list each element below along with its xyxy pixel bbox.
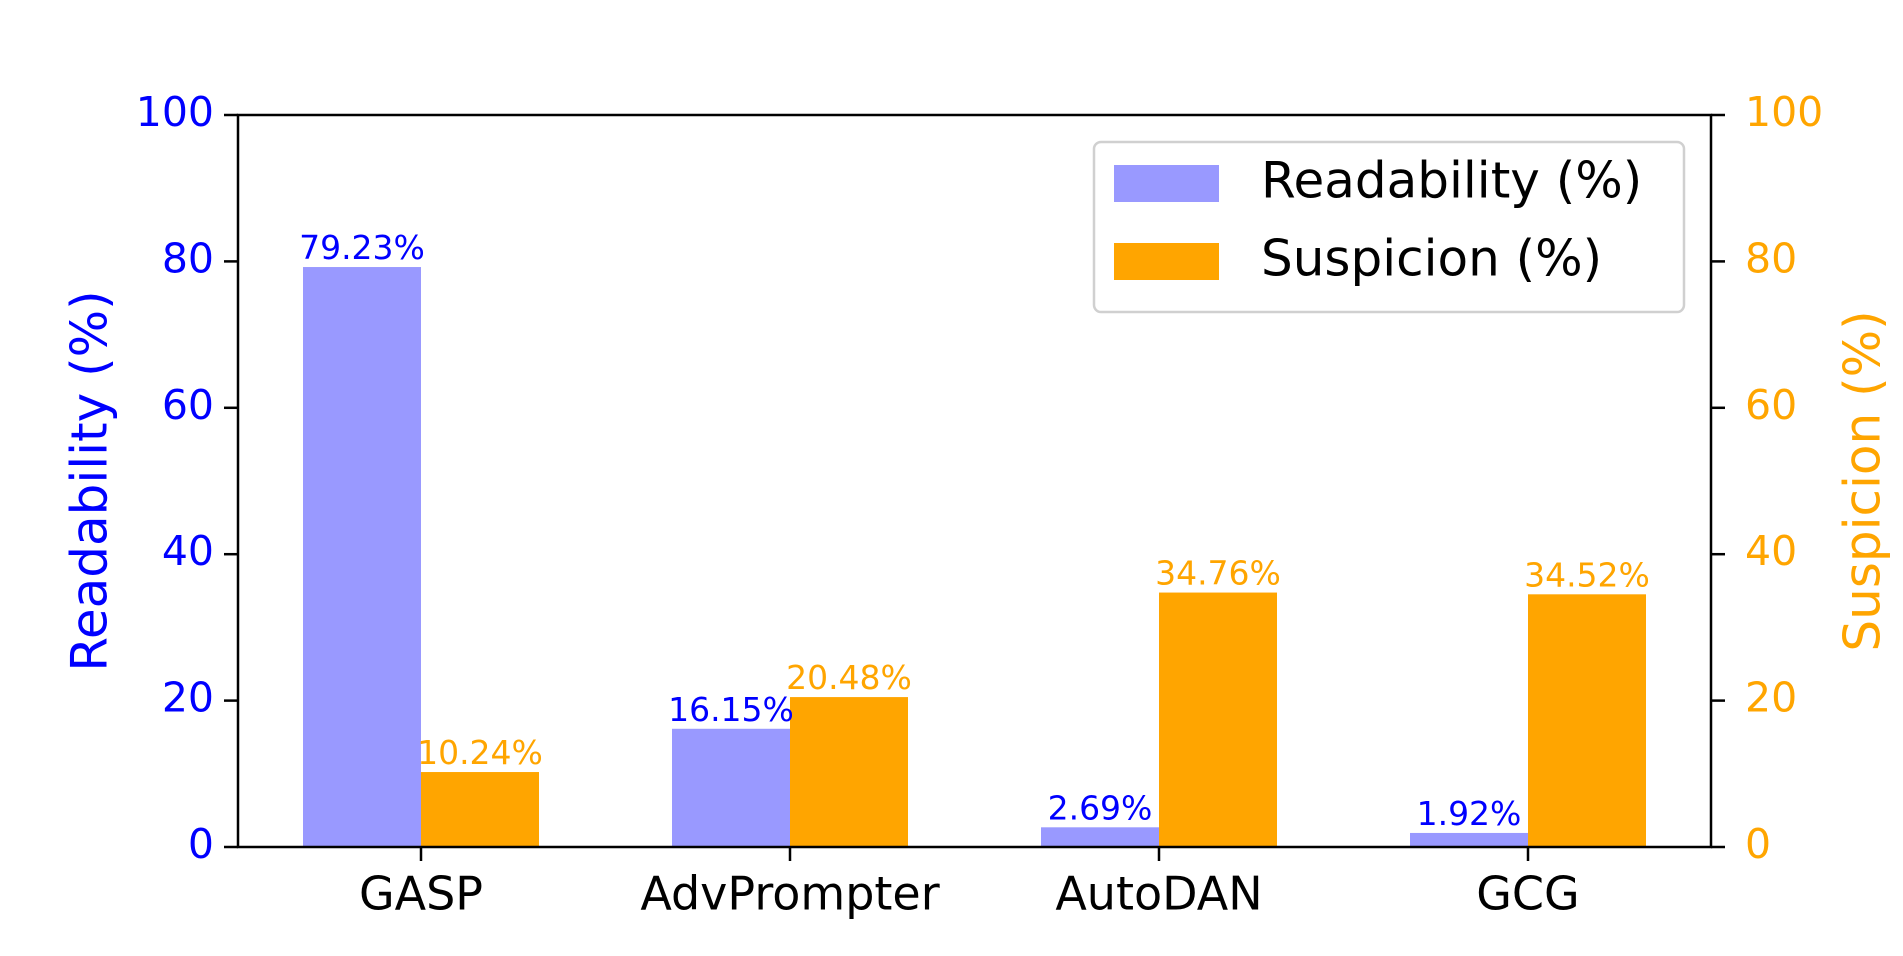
legend-swatch-suspicion xyxy=(1114,243,1219,280)
value-label-suspicion-autodan: 34.76% xyxy=(1155,554,1281,593)
left-axis-label: Readability (%) xyxy=(61,290,119,671)
right-tick-label: 0 xyxy=(1745,820,1771,868)
legend-label-suspicion: Suspicion (%) xyxy=(1261,230,1602,288)
bars-layer xyxy=(303,267,1646,848)
left-tick-label: 20 xyxy=(162,674,214,722)
left-tick-label: 40 xyxy=(162,527,214,575)
legend-label-readability: Readability (%) xyxy=(1261,152,1642,210)
x-tick-label-autodan: AutoDAN xyxy=(1055,867,1262,921)
right-tick-label: 60 xyxy=(1745,381,1797,429)
bar-readability-gasp xyxy=(303,267,421,848)
legend: Readability (%) Suspicion (%) xyxy=(1092,140,1686,314)
bar-readability-gcg xyxy=(1410,832,1528,847)
right-tick-label: 100 xyxy=(1745,88,1823,136)
bar-readability-autodan xyxy=(1041,827,1159,847)
legend-frame xyxy=(1092,140,1686,314)
value-label-readability-gasp: 79.23% xyxy=(299,228,425,267)
value-label-readability-autodan: 2.69% xyxy=(1048,788,1153,827)
right-tick-label: 20 xyxy=(1745,674,1797,722)
value-label-suspicion-gasp: 10.24% xyxy=(417,733,543,772)
left-tick-label: 100 xyxy=(136,88,214,136)
right-axis-ticks: 0 20 40 60 80 100 xyxy=(1711,88,1823,868)
right-tick-label: 40 xyxy=(1745,527,1797,575)
value-labels-layer: 79.23% 10.24% 16.15%20.48% 2.69% 34.76% 1.92%… xyxy=(299,228,1650,833)
right-axis-label: Suspicion (%) xyxy=(1834,310,1892,651)
left-tick-label: 60 xyxy=(162,381,214,429)
x-tick-label-advprompter: AdvPrompter xyxy=(640,867,939,921)
bar-suspicion-advprompter xyxy=(790,697,908,847)
value-label-readability-advprompter: 16.15% xyxy=(668,690,794,729)
bar-readability-advprompter xyxy=(672,728,790,847)
x-tick-label-gasp: GASP xyxy=(359,867,483,921)
legend-swatch-readability xyxy=(1114,165,1219,202)
x-tick-label-gcg: GCG xyxy=(1476,867,1579,921)
right-tick-label: 80 xyxy=(1745,234,1797,282)
left-tick-label: 0 xyxy=(188,820,214,868)
left-tick-label: 80 xyxy=(162,234,214,282)
x-axis-ticks: GASP AdvPrompter AutoDAN GCG xyxy=(359,847,1580,921)
bar-suspicion-gcg xyxy=(1528,594,1646,847)
left-axis-ticks: 0 20 40 60 80 100 xyxy=(136,88,238,868)
value-label-suspicion-gcg: 34.52% xyxy=(1524,555,1650,594)
plot-frame xyxy=(236,113,1713,849)
value-label-readability-gcg: 1.92% xyxy=(1417,794,1522,833)
axes-layer xyxy=(236,113,1713,849)
value-label-suspicion-advprompter: 20.48% xyxy=(786,658,912,697)
bar-suspicion-gasp xyxy=(421,772,539,847)
bar-suspicion-autodan xyxy=(1159,592,1277,847)
